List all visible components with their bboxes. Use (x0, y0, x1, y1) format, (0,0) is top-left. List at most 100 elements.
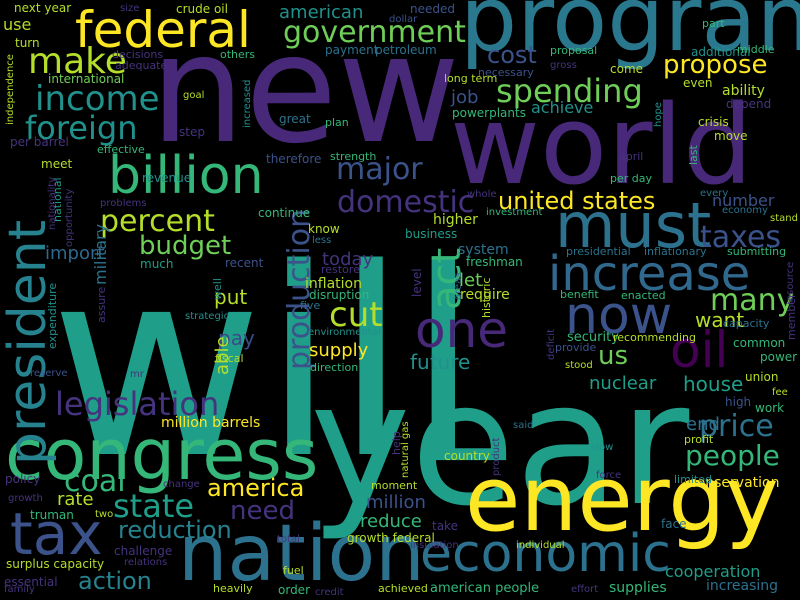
word-natural-gas: natural gas (400, 421, 411, 478)
word-essential: essential (4, 575, 58, 589)
word-depend: depend (726, 97, 772, 111)
word-fee: fee (772, 387, 788, 398)
word-crisis: crisis (698, 115, 729, 129)
word-credit: credit (315, 587, 344, 598)
word-dollar: dollar (389, 14, 418, 25)
word-even: even (683, 76, 713, 90)
word-increase: increase (548, 246, 751, 302)
word-international: international (48, 72, 125, 86)
word-restore: restore (321, 263, 360, 276)
word-higher: higher (433, 212, 478, 228)
word-many: many (710, 283, 795, 318)
word-reserve: reserve (30, 368, 68, 379)
word-needed: needed (410, 2, 455, 16)
word-meet: meet (41, 157, 73, 171)
word-adequate: adequate (115, 59, 168, 72)
word-supplies: supplies (609, 580, 667, 596)
word-want: want (695, 308, 745, 332)
word-make: make (28, 41, 127, 82)
word-individual: individual (516, 540, 565, 551)
word-put: put (214, 285, 248, 309)
word-nation: nation (178, 509, 425, 599)
word-areas: areas (453, 272, 464, 300)
word-work: work (755, 401, 785, 415)
word-congress: congress (5, 414, 319, 496)
word-foreign: foreign (25, 109, 138, 147)
word-assure: assure (95, 286, 108, 323)
word-end: end (686, 414, 720, 435)
word-direction: direction (310, 361, 359, 374)
word-must: must (555, 189, 712, 262)
word-achieve: achieve (531, 98, 594, 117)
word-will: will (50, 214, 480, 516)
word-next-year: next year (14, 1, 72, 15)
word-know: know (308, 222, 340, 236)
word-per-day: per day (610, 172, 653, 185)
word-coal: coal (64, 464, 126, 499)
word-price: price (699, 409, 774, 444)
word-million: million (366, 492, 426, 513)
word-gross: gross (550, 60, 577, 71)
word-union: union (745, 370, 779, 384)
word-much: much (140, 257, 174, 271)
word-part: part (702, 17, 725, 30)
word-inflationary: inflationary (644, 245, 707, 258)
word-spending: spending (496, 72, 643, 110)
word-common: common (733, 336, 786, 350)
word-force: force (596, 470, 622, 481)
word-disruption: disruption (309, 288, 370, 302)
word-economy: economy (722, 205, 768, 216)
word-five: five (300, 299, 321, 312)
word-revenue: revenue (142, 171, 192, 185)
word-environmental: environmental (308, 327, 381, 338)
word-take: take (432, 519, 458, 533)
word-nationality: nationality (47, 176, 58, 230)
word-inflation: inflation (305, 276, 362, 292)
word-let: let (459, 270, 483, 291)
word-income: income (35, 79, 160, 119)
word-freshman: freshman (466, 255, 523, 269)
word-opportunity: opportunity (64, 188, 75, 247)
word-less: less (312, 235, 332, 246)
word-mr: mr (130, 369, 144, 380)
word-growth-federal: growth federal (347, 531, 435, 545)
word-strength: strength (330, 150, 377, 163)
word-size: size (120, 3, 140, 14)
word-effort: effort (571, 584, 599, 595)
word-reduce: reduce (360, 511, 422, 532)
word-investment: investment (486, 207, 543, 218)
word-face: face (661, 517, 687, 531)
word-cost: cost (487, 41, 537, 69)
word-historic: historic (480, 277, 493, 318)
word-security: security (567, 330, 619, 345)
word-every: every (700, 188, 729, 199)
word-hope: hope (653, 102, 664, 127)
word-tax: tax (10, 500, 103, 568)
word-capacity: capacity (723, 317, 770, 330)
word-number: number (712, 191, 775, 210)
word-benefit: benefit (560, 288, 599, 301)
word-people: people (685, 439, 780, 472)
word-order: order (278, 583, 310, 597)
word-change: change (163, 479, 200, 490)
word-long-term: long term (444, 72, 498, 85)
word-resource: resource (785, 261, 796, 305)
word-april: april (619, 150, 644, 163)
word-ability: ability (722, 83, 765, 99)
word-last: last (687, 145, 700, 165)
word-new: new (150, 3, 461, 177)
word-limited: limited (674, 473, 712, 486)
word-relations: relations (124, 557, 168, 568)
word-expenditure: expenditure (46, 282, 59, 349)
word-stand: stand (770, 213, 798, 224)
word-house: house (683, 372, 744, 396)
word-recommending: recommending (613, 331, 696, 344)
word-slow: slow (591, 442, 614, 453)
word-middle: middle (737, 43, 775, 56)
word-crude-oil: crude oil (176, 2, 228, 16)
word-great: great (279, 112, 311, 126)
word-today: today (322, 249, 374, 270)
word-state: state (113, 487, 195, 525)
word-country: country (444, 449, 490, 463)
word-problems: problems (100, 198, 147, 209)
